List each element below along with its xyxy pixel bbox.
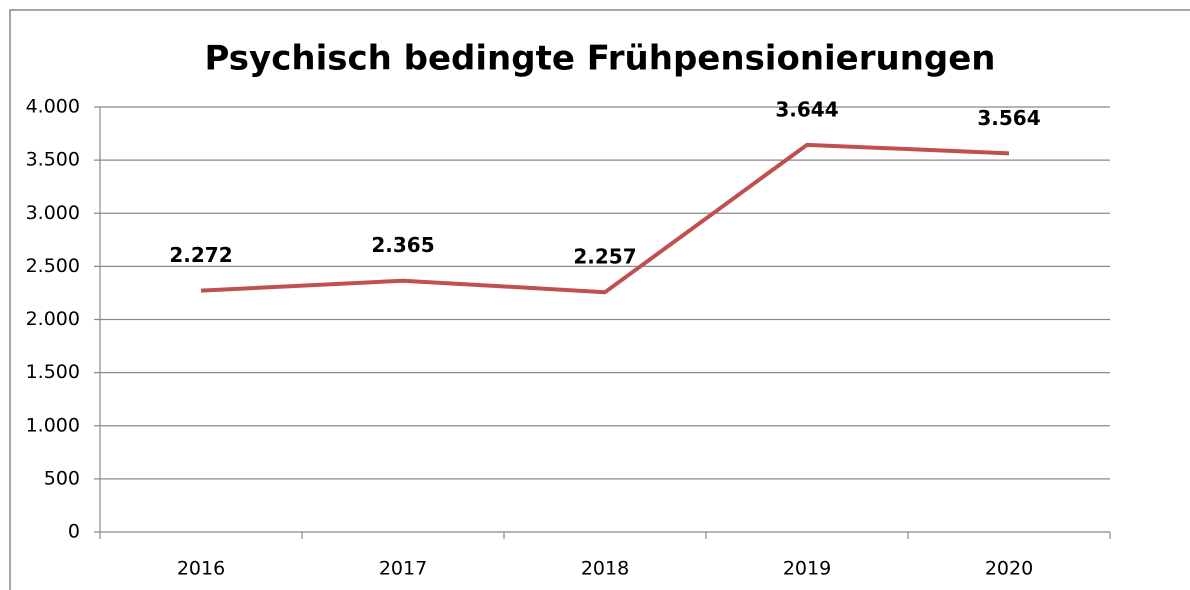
chart-frame — [9, 9, 1190, 590]
y-tick-label: 2.500 — [26, 255, 80, 277]
line-series — [200, 142, 1010, 295]
data-label: 3.564 — [977, 106, 1040, 130]
y-tick-label: 2.000 — [26, 308, 80, 330]
y-tick-label: 4.000 — [26, 96, 80, 118]
x-tick-label: 2016 — [177, 558, 225, 580]
x-tick-label: 2019 — [783, 558, 831, 580]
y-tick-label: 0 — [68, 521, 80, 543]
data-label: 3.644 — [775, 97, 838, 121]
x-tick-label: 2017 — [379, 558, 427, 580]
y-tick-label: 1.500 — [26, 361, 80, 383]
chart-title: Psychisch bedingte Frühpensionierungen — [204, 39, 995, 79]
data-label: 2.365 — [371, 233, 434, 257]
y-tick-label: 500 — [44, 467, 80, 489]
y-tick-label: 3.500 — [26, 149, 80, 171]
data-label: 2.257 — [573, 245, 636, 269]
y-tick-label: 1.000 — [26, 414, 80, 436]
x-tick-label: 2018 — [581, 558, 629, 580]
y-tick-label: 3.000 — [26, 202, 80, 224]
data-label: 2.272 — [169, 243, 232, 267]
x-tick-label: 2020 — [985, 558, 1033, 580]
